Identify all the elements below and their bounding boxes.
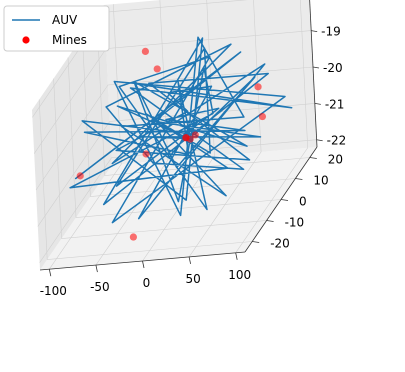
y-tick-mark	[266, 220, 274, 222]
x-tick-label: 0	[143, 276, 151, 290]
z-tick-label: -19	[321, 25, 341, 39]
x-tick-mark	[95, 265, 98, 273]
z-grid-line	[37, 103, 315, 227]
mine-point	[254, 83, 262, 91]
x-grid-line	[188, 0, 262, 258]
y-grid-line	[38, 99, 253, 260]
legend: AUV Mines	[3, 5, 110, 52]
mine-point	[129, 233, 137, 241]
z-tick-mark	[311, 30, 318, 33]
x-tick-label: -50	[90, 280, 110, 294]
x-tick-mark	[48, 269, 52, 277]
y-tick-label: 20	[328, 153, 343, 167]
z-tick-label: -20	[323, 61, 343, 75]
y-grid-line	[53, 78, 267, 239]
y-tick-mark	[280, 199, 289, 201]
z-grid-line	[35, 66, 314, 191]
y-tick-label: -20	[270, 237, 290, 251]
x-tick-mark	[188, 256, 191, 264]
mine-point	[258, 112, 267, 121]
y-grid-line	[96, 15, 310, 176]
legend-auv-label: AUV	[52, 13, 78, 27]
mine-point	[142, 150, 150, 158]
auv-path	[69, 36, 293, 224]
x-tick-mark	[142, 260, 145, 269]
z-grid-line	[39, 139, 317, 263]
mine-point	[191, 131, 199, 139]
x-tick-label: -100	[40, 284, 67, 298]
legend-box	[3, 5, 110, 52]
x-grid-line	[142, 0, 215, 262]
y-tick-mark	[295, 178, 303, 180]
x-grid-line	[235, 0, 309, 253]
plot-data	[69, 36, 293, 241]
x-tick-mark	[235, 252, 238, 260]
mine-point	[153, 65, 161, 73]
z-tick-label: -18	[319, 0, 339, 2]
legend-mines-label: Mines	[52, 33, 87, 47]
y-tick-label: -10	[285, 216, 305, 230]
axis-panes	[32, 0, 317, 270]
y-tick-mark	[309, 157, 317, 159]
mine-point	[182, 133, 190, 142]
y-tick-mark	[252, 241, 260, 243]
z-tick-mark	[312, 66, 320, 69]
y-tick-label: 10	[313, 174, 328, 188]
x-tick-label: 50	[185, 272, 200, 286]
y-grid-line	[67, 57, 282, 218]
legend-mines-swatch	[22, 36, 30, 44]
z-tick-mark	[314, 102, 321, 105]
z-tick-mark	[316, 139, 323, 142]
x-grid-line	[95, 0, 169, 266]
mine-point	[141, 47, 149, 56]
mine-point	[76, 172, 84, 180]
y-tick-label: 0	[299, 195, 307, 209]
x-grid-line	[49, 4, 122, 270]
x-tick-label: 100	[228, 268, 251, 282]
grid-lines	[32, 0, 317, 270]
z-tick-label: -21	[325, 97, 345, 111]
y-grid-line	[82, 36, 296, 197]
z-tick-label: -22	[327, 134, 347, 148]
